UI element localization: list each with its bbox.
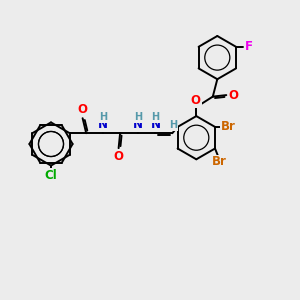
Text: N: N — [98, 118, 108, 131]
Text: H: H — [134, 112, 142, 122]
Text: O: O — [114, 150, 124, 163]
Text: O: O — [77, 103, 87, 116]
Text: H: H — [169, 120, 177, 130]
Text: F: F — [244, 40, 253, 53]
Text: H: H — [152, 112, 160, 122]
Text: N: N — [133, 118, 143, 131]
Text: Br: Br — [212, 155, 227, 169]
Text: N: N — [151, 118, 160, 131]
Text: Br: Br — [221, 120, 236, 134]
Text: Cl: Cl — [45, 169, 57, 182]
Text: O: O — [229, 88, 239, 102]
Text: O: O — [191, 94, 201, 107]
Text: H: H — [99, 112, 107, 122]
